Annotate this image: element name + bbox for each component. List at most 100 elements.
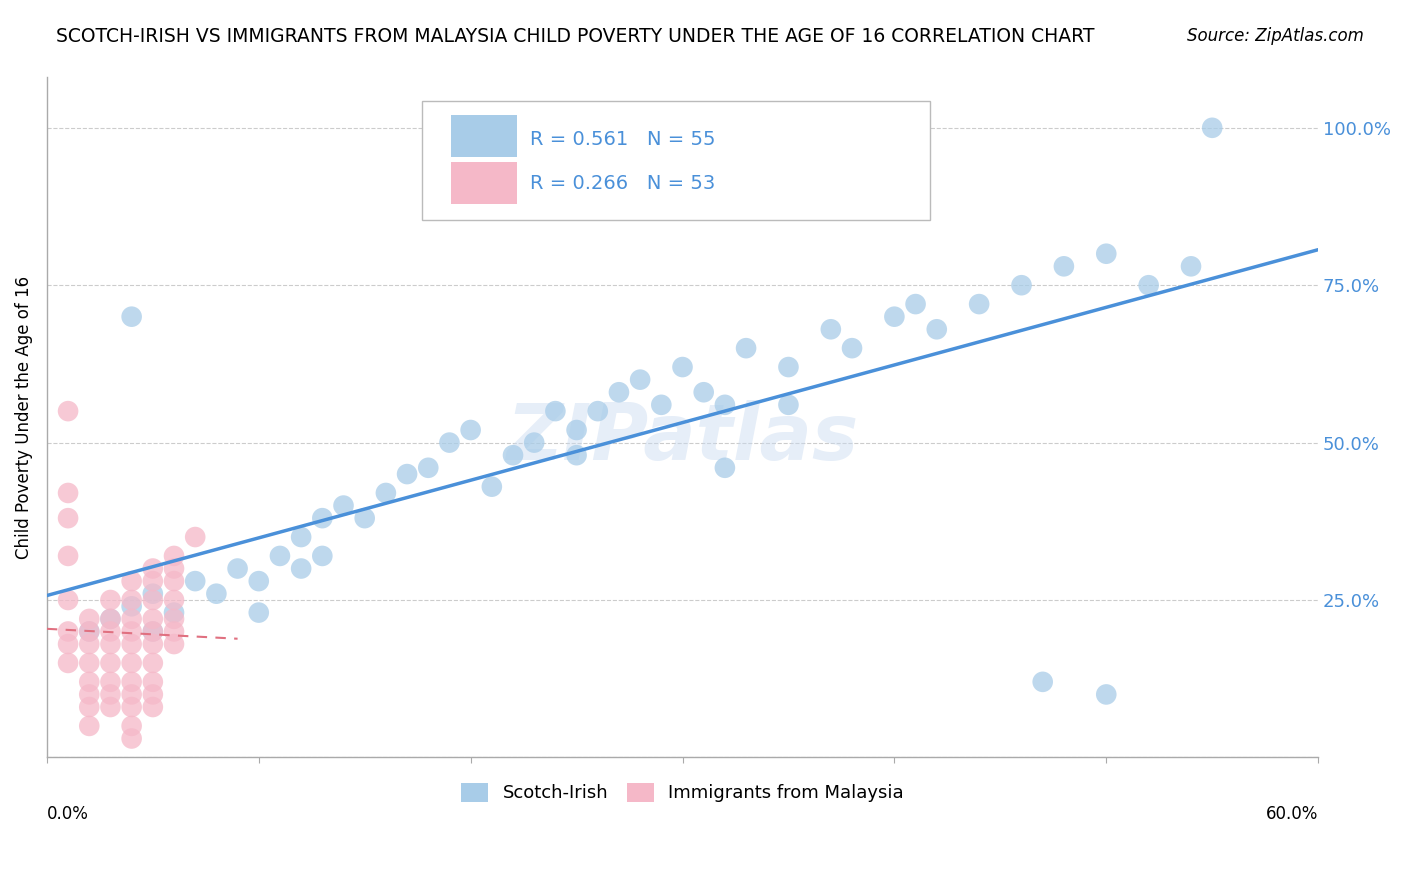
Point [374, 486, 396, 500]
Point [77, 612, 100, 626]
Point [163, 612, 186, 626]
Y-axis label: Child Poverty Under the Age of 16: Child Poverty Under the Age of 16 [15, 276, 32, 559]
Point [142, 674, 165, 689]
Point [77, 688, 100, 702]
Text: ZIPatlas: ZIPatlas [506, 400, 859, 475]
Point [121, 574, 143, 588]
Point [163, 624, 186, 639]
Point [290, 530, 312, 544]
Point [121, 637, 143, 651]
Point [56, 593, 79, 607]
Point [883, 310, 905, 324]
Point [121, 731, 143, 746]
Point [77, 674, 100, 689]
Point [142, 656, 165, 670]
Point [1095, 688, 1118, 702]
Point [184, 574, 207, 588]
Point [586, 404, 609, 418]
Point [523, 435, 546, 450]
Point [841, 341, 863, 355]
Point [1137, 278, 1160, 293]
Point [121, 593, 143, 607]
Point [269, 549, 291, 563]
Point [100, 688, 122, 702]
Point [311, 549, 333, 563]
Point [100, 593, 122, 607]
Point [121, 612, 143, 626]
Point [100, 612, 122, 626]
Point [56, 404, 79, 418]
Point [142, 624, 165, 639]
Point [311, 511, 333, 525]
Point [1095, 246, 1118, 260]
Point [100, 674, 122, 689]
Point [650, 398, 672, 412]
Point [163, 637, 186, 651]
Point [100, 637, 122, 651]
Point [714, 398, 737, 412]
Point [565, 423, 588, 437]
Point [565, 448, 588, 462]
Point [77, 656, 100, 670]
Point [925, 322, 948, 336]
Text: 0.0%: 0.0% [46, 805, 89, 823]
Point [460, 423, 482, 437]
Point [56, 549, 79, 563]
Point [163, 593, 186, 607]
Point [56, 624, 79, 639]
Point [439, 435, 461, 450]
Point [142, 561, 165, 575]
Legend: Scotch-Irish, Immigrants from Malaysia: Scotch-Irish, Immigrants from Malaysia [454, 776, 911, 810]
Text: SCOTCH-IRISH VS IMMIGRANTS FROM MALAYSIA CHILD POVERTY UNDER THE AGE OF 16 CORRE: SCOTCH-IRISH VS IMMIGRANTS FROM MALAYSIA… [56, 27, 1095, 45]
Point [77, 637, 100, 651]
FancyBboxPatch shape [451, 115, 517, 157]
Point [353, 511, 375, 525]
Point [142, 612, 165, 626]
Point [77, 700, 100, 714]
Point [607, 385, 630, 400]
Point [205, 587, 228, 601]
Point [904, 297, 927, 311]
Point [163, 561, 186, 575]
Point [778, 398, 800, 412]
FancyBboxPatch shape [451, 162, 517, 204]
Point [121, 688, 143, 702]
Point [56, 637, 79, 651]
Point [121, 719, 143, 733]
Point [290, 561, 312, 575]
Point [56, 486, 79, 500]
Point [481, 480, 503, 494]
Point [142, 688, 165, 702]
Point [121, 674, 143, 689]
Point [1053, 260, 1076, 274]
Text: R = 0.266   N = 53: R = 0.266 N = 53 [530, 175, 716, 194]
Point [163, 574, 186, 588]
Point [142, 587, 165, 601]
Point [247, 574, 270, 588]
Point [100, 624, 122, 639]
Point [77, 719, 100, 733]
Point [735, 341, 758, 355]
Point [142, 593, 165, 607]
Point [121, 624, 143, 639]
Point [778, 359, 800, 374]
Point [1201, 120, 1223, 135]
Point [121, 310, 143, 324]
Point [332, 499, 354, 513]
Text: Source: ZipAtlas.com: Source: ZipAtlas.com [1187, 27, 1364, 45]
Point [184, 530, 207, 544]
Point [100, 700, 122, 714]
Point [671, 359, 693, 374]
Point [502, 448, 524, 462]
Point [1180, 260, 1202, 274]
Point [142, 624, 165, 639]
Point [100, 612, 122, 626]
Point [820, 322, 842, 336]
Point [121, 700, 143, 714]
Point [100, 656, 122, 670]
Point [77, 624, 100, 639]
Point [163, 549, 186, 563]
Point [396, 467, 419, 481]
Point [121, 656, 143, 670]
Text: R = 0.561   N = 55: R = 0.561 N = 55 [530, 130, 716, 149]
